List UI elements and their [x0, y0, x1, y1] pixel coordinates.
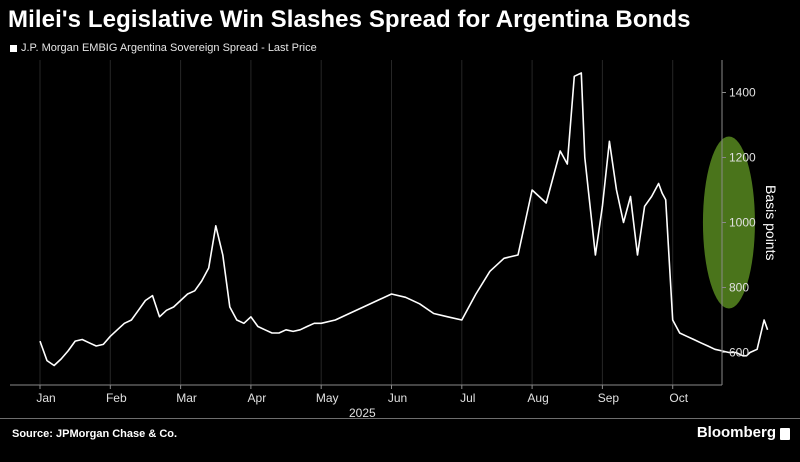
chart-title: Milei's Legislative Win Slashes Spread f…: [8, 6, 691, 33]
series-line-embig-argentina-spread: [39, 72, 769, 367]
y-tick-label: 1400: [729, 86, 756, 100]
legend-swatch: [10, 44, 17, 52]
x-tick-label: Sep: [598, 391, 620, 405]
x-tick-label: Jul: [460, 391, 475, 405]
x-tick-label: Jun: [388, 391, 407, 405]
x-tick-label: Oct: [669, 391, 688, 405]
x-axis-year-label: 2025: [349, 406, 376, 418]
y-tick-label: 1000: [729, 216, 756, 230]
highlight-ellipse-shape: [702, 136, 755, 309]
x-tick-label: May: [316, 391, 339, 405]
legend-label: J.P. Morgan EMBIG Argentina Sovereign Sp…: [21, 42, 317, 54]
x-tick-label: Mar: [176, 391, 197, 405]
y-tick-label: 600: [729, 346, 749, 360]
highlight-ellipse: [702, 136, 755, 309]
x-tick-label: Aug: [527, 391, 548, 405]
footer: Source: JPMorgan Chase & Co. Bloomberg: [0, 418, 800, 462]
series-layer: [39, 72, 769, 367]
x-tick-label: Feb: [106, 391, 127, 405]
x-tick-label: Jan: [36, 391, 55, 405]
line-chart: 600 800 1000 1200 1400 Basis points Jan Feb Mar…: [10, 60, 779, 418]
grid: [39, 60, 674, 385]
x-axis: Jan Feb Mar Apr May Jun Jul Aug Sep Oct 2025: [10, 384, 722, 418]
legend: J.P. Morgan EMBIG Argentina Sovereign Sp…: [10, 42, 317, 54]
y-tick-label: 800: [729, 281, 749, 295]
source-note: Source: JPMorgan Chase & Co.: [12, 428, 178, 440]
y-axis: 600 800 1000 1200 1400 Basis points: [721, 60, 779, 385]
y-axis-title: Basis points: [763, 185, 779, 260]
bloomberg-mark-icon: [780, 428, 790, 440]
x-tick-label: Apr: [248, 391, 267, 405]
y-tick-label: 1200: [729, 151, 756, 165]
bloomberg-logo: Bloomberg: [696, 424, 776, 441]
